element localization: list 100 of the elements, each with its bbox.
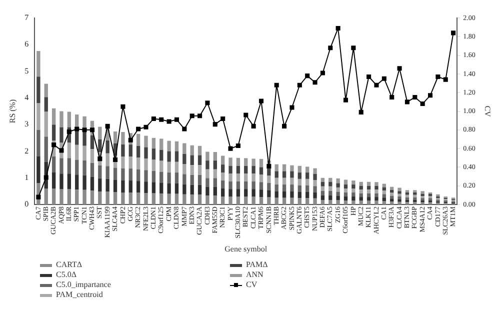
bar bbox=[244, 189, 248, 197]
point bbox=[220, 116, 226, 121]
bar bbox=[298, 192, 302, 198]
point bbox=[443, 77, 448, 82]
bar bbox=[236, 166, 240, 174]
bar bbox=[167, 140, 171, 152]
bar bbox=[144, 147, 148, 159]
bar bbox=[190, 174, 194, 185]
bar bbox=[252, 158, 256, 166]
bar bbox=[267, 190, 271, 198]
bar bbox=[344, 200, 348, 205]
bar bbox=[220, 156, 225, 165]
bar bbox=[44, 136, 48, 162]
bar bbox=[298, 172, 302, 179]
point bbox=[436, 74, 440, 80]
legend-label: PAM_centroid bbox=[56, 290, 103, 300]
bar bbox=[174, 151, 179, 162]
bar bbox=[382, 198, 386, 202]
bar bbox=[128, 192, 132, 205]
point bbox=[282, 124, 287, 128]
bar bbox=[167, 151, 171, 162]
bar bbox=[90, 190, 94, 205]
bar bbox=[206, 186, 210, 196]
bar bbox=[44, 84, 48, 98]
bar bbox=[352, 196, 356, 201]
bar bbox=[67, 189, 72, 205]
bar bbox=[121, 144, 125, 157]
bar bbox=[190, 145, 194, 156]
point bbox=[374, 82, 379, 88]
bar bbox=[144, 182, 148, 194]
bar bbox=[136, 181, 140, 193]
bar bbox=[298, 166, 302, 173]
bar bbox=[359, 182, 363, 186]
bar bbox=[52, 172, 56, 189]
legend-label: PAMΔ bbox=[246, 260, 268, 270]
bar bbox=[328, 200, 332, 205]
bar bbox=[190, 194, 194, 205]
bar bbox=[144, 170, 148, 182]
bar bbox=[320, 200, 325, 205]
bar bbox=[206, 196, 210, 205]
bar bbox=[366, 182, 371, 186]
bar bbox=[206, 178, 210, 187]
bar bbox=[244, 166, 248, 174]
point bbox=[236, 143, 240, 148]
point bbox=[328, 46, 333, 50]
bar bbox=[152, 193, 156, 205]
bar bbox=[220, 164, 225, 173]
legend-label: CV bbox=[246, 280, 258, 290]
y-tick-label: 3 bbox=[24, 120, 29, 129]
bar bbox=[174, 141, 179, 152]
bar bbox=[190, 165, 194, 175]
bar bbox=[336, 200, 340, 205]
y-axis-title: RS (%) bbox=[8, 99, 17, 124]
point bbox=[382, 76, 386, 81]
bar bbox=[405, 190, 410, 193]
bar bbox=[228, 158, 232, 166]
bar bbox=[36, 130, 40, 157]
bar bbox=[290, 191, 294, 198]
bar bbox=[274, 191, 278, 198]
bar bbox=[374, 182, 378, 186]
bar bbox=[259, 167, 264, 175]
bar bbox=[174, 172, 179, 184]
bar bbox=[190, 155, 194, 166]
bar bbox=[75, 174, 79, 190]
bar bbox=[298, 198, 302, 205]
bar bbox=[259, 158, 264, 168]
bar bbox=[336, 196, 340, 200]
bar bbox=[36, 156, 40, 184]
legend-label: C5.0_impartance bbox=[56, 280, 111, 290]
bar bbox=[252, 166, 256, 174]
bar bbox=[313, 180, 317, 186]
bar bbox=[60, 158, 64, 174]
point bbox=[66, 130, 72, 134]
bar bbox=[174, 162, 179, 173]
bar bbox=[60, 189, 64, 205]
bar bbox=[313, 174, 317, 180]
bar bbox=[344, 192, 348, 197]
bar bbox=[252, 174, 256, 182]
bar bbox=[413, 200, 417, 202]
bar bbox=[228, 189, 232, 197]
point bbox=[52, 142, 56, 148]
y-tick-label: 4 bbox=[24, 93, 29, 102]
point bbox=[266, 164, 272, 169]
bar bbox=[267, 182, 271, 190]
bar bbox=[282, 178, 286, 185]
point bbox=[190, 114, 194, 118]
bar bbox=[274, 184, 278, 192]
point bbox=[320, 70, 325, 76]
bar bbox=[220, 196, 225, 205]
y-tick-label: 6 bbox=[24, 40, 29, 49]
bar bbox=[398, 196, 402, 200]
bar bbox=[352, 192, 356, 197]
bar bbox=[60, 111, 64, 128]
bar bbox=[236, 181, 240, 190]
bar bbox=[152, 148, 156, 160]
bar bbox=[328, 186, 332, 191]
bar bbox=[305, 172, 310, 179]
bar bbox=[52, 108, 56, 125]
bar bbox=[274, 198, 278, 205]
bar bbox=[244, 196, 248, 205]
